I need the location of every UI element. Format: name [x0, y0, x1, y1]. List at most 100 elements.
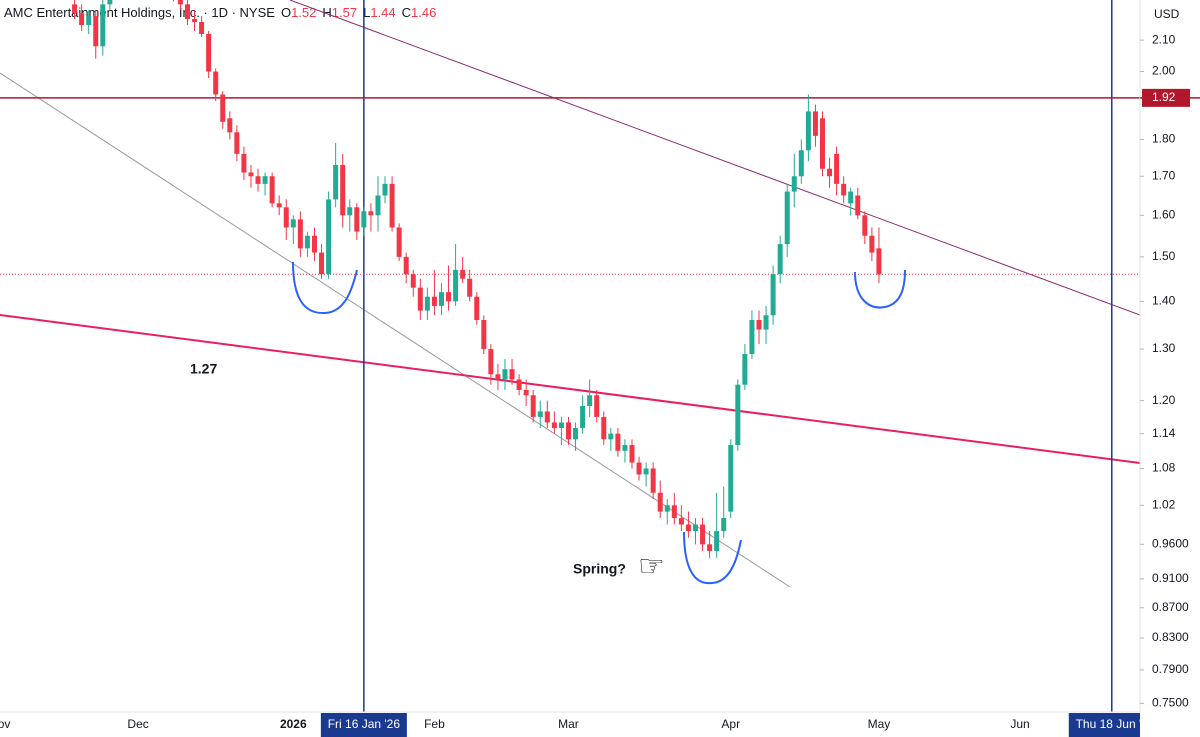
candle-body [326, 199, 332, 275]
candle-body [615, 433, 621, 451]
candle-body [523, 389, 529, 396]
trend-line [289, 0, 1140, 316]
candle-body [431, 296, 437, 306]
candle-body [213, 71, 219, 95]
candle-body [389, 183, 395, 228]
y-tick-label: 1.40 [1152, 293, 1176, 307]
candle-body [756, 319, 762, 330]
candle-body [283, 207, 289, 228]
candle-body [184, 4, 190, 20]
trend-line [0, 314, 1140, 464]
candle-body [862, 215, 868, 236]
candle-body [544, 411, 550, 423]
candle-body [375, 195, 381, 216]
ohlc-letter: O [281, 5, 291, 20]
candle-body [453, 269, 459, 302]
candle-body [446, 292, 452, 302]
candle-body [495, 374, 501, 380]
candle-body [460, 269, 466, 279]
candle-body [594, 395, 600, 417]
y-tick-label: 0.8700 [1152, 600, 1189, 614]
candle-body [565, 422, 571, 440]
candle-body [467, 278, 473, 297]
x-tick-label: Apr [721, 717, 740, 731]
candle-body [827, 168, 833, 177]
candle-body [396, 227, 402, 257]
candle-body [333, 164, 339, 200]
candle-body [516, 379, 522, 390]
candle-body [234, 132, 240, 154]
candle-body [347, 207, 353, 216]
x-tick-label: May [868, 717, 891, 731]
x-tick-label: Thu 18 Jun '2 [1076, 717, 1149, 731]
header: AMC Entertainment Holdings, Inc. · 1D · … [4, 5, 436, 20]
price-label: 1.92 [1152, 90, 1176, 104]
candle-body [777, 244, 783, 275]
candle-body [177, 0, 183, 5]
x-tick-label: Dec [127, 717, 148, 731]
candle-body [608, 433, 614, 440]
y-tick-label: 1.14 [1152, 426, 1176, 440]
candle-body [481, 319, 487, 350]
candle-body [100, 4, 106, 47]
candle-body [551, 422, 557, 429]
candle-body [474, 296, 480, 320]
currency: USD [1154, 7, 1180, 21]
candle-body [742, 354, 748, 385]
candle-body [791, 176, 797, 192]
candle-body [834, 153, 840, 184]
candle-body [276, 203, 282, 208]
candle-body [763, 315, 769, 330]
x-tick-label: ov [0, 717, 10, 731]
annotation: Spring? [573, 561, 626, 577]
x-tick-label: Fri 16 Jan '26 [328, 717, 401, 731]
candle-body [855, 195, 861, 216]
y-tick-label: 0.7900 [1152, 662, 1189, 676]
ohlc-value: 1.46 [411, 5, 436, 20]
candle-body [700, 524, 706, 545]
candle-body [678, 518, 684, 525]
candle-body [227, 118, 233, 133]
axis-cover [1140, 712, 1200, 737]
candle-body [784, 191, 790, 245]
candle-body [735, 384, 741, 446]
y-tick-label: 0.9100 [1152, 571, 1189, 585]
annotation-icon: ☞ [638, 550, 665, 583]
ohlc-value: 1.44 [370, 5, 395, 20]
candle-body [805, 111, 811, 151]
candle-body [749, 319, 755, 355]
candle-body [290, 219, 296, 228]
candle-body [206, 34, 212, 72]
candle-body [488, 349, 494, 375]
candle-body [812, 111, 818, 136]
candle-body [819, 118, 825, 169]
y-tick-label: 1.30 [1152, 341, 1176, 355]
candle-body [220, 94, 226, 122]
candle-body [664, 505, 670, 512]
ohlc-value: 1.52 [291, 5, 316, 20]
candle-body [72, 4, 78, 14]
y-tick-label: 2.00 [1152, 64, 1176, 78]
candle-body [714, 531, 720, 552]
candle-body [587, 395, 593, 406]
y-tick-label: 1.08 [1152, 461, 1176, 475]
candle-body [403, 256, 409, 275]
annotation: 1.27 [190, 361, 217, 377]
y-tick-label: 0.8300 [1152, 630, 1189, 644]
candle-body [537, 411, 543, 417]
chart-title: AMC Entertainment Holdings, Inc. · 1D · … [4, 5, 275, 20]
candle-body [728, 445, 734, 512]
candle-body [311, 235, 317, 253]
candle-body [438, 292, 444, 306]
y-tick-label: 1.20 [1152, 393, 1176, 407]
y-tick-label: 1.80 [1152, 132, 1176, 146]
candle-body [580, 405, 586, 429]
hand-curve [683, 531, 742, 585]
candle-body [707, 544, 713, 552]
candle-body [86, 16, 92, 25]
candle-body [841, 183, 847, 196]
candle-body [304, 235, 310, 249]
candle-body [601, 416, 607, 440]
